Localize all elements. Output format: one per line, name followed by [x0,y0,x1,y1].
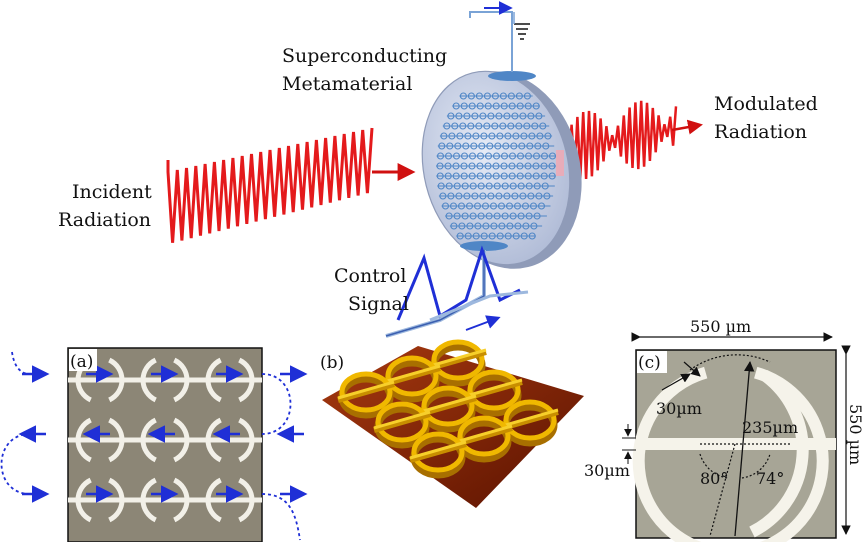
split-ring-cell [140,477,190,523]
panel-c-radius-label: 235µm [742,418,798,437]
transmitted-spot [556,150,564,176]
panel-c-label-bg [637,351,667,373]
modulated-label-2: Radiation [714,121,807,143]
pattern-row [437,142,555,150]
pattern-row [437,182,555,190]
pattern-row [452,102,540,110]
split-ring-cell [140,417,190,463]
gold-ring-cell [409,431,467,479]
pattern-row [446,112,546,120]
panel-a-label-bg [69,349,97,371]
panel-c-gap-label: 30µm [656,399,702,418]
panel-c-gap-arrow [683,361,701,377]
current-path [0,433,31,495]
pattern-row [436,162,556,170]
top-electrode [488,71,536,81]
incident-label-2: Radiation [58,209,151,231]
line-width-label: 30µm [584,461,630,480]
pattern-row [436,152,557,160]
metamaterial-label-1: Superconducting [282,45,447,67]
pattern-row [456,232,536,240]
panel-a-substrate [67,347,263,542]
pattern-row [441,202,551,210]
panel-a-current-flow [0,351,308,541]
pattern-row [439,132,553,140]
panel-b-cells [337,339,559,479]
panel-c-label: (c) [638,353,661,373]
incident-wave [166,127,374,243]
ground-icon [513,12,530,40]
panel-c-gap-arrow-2 [661,373,691,391]
modulated-wave [558,100,678,180]
split-ring-cell [205,357,255,403]
panel-c-ring-left [632,366,829,542]
current-path [11,351,31,375]
gold-ring-cell [337,371,395,419]
modulated-label-1: Modulated [714,93,818,115]
pattern-row [449,222,543,230]
panel-b: (b) [320,339,584,508]
panel-c-angle-right: 74° [756,469,784,488]
pattern-row [442,122,550,130]
control-label-2: Signal [348,293,409,315]
current-path [261,493,301,541]
panel-a: (a) [0,347,308,542]
metamaterial-pattern [436,92,557,240]
pattern-row [436,172,556,180]
split-ring-cell [205,477,255,523]
panel-c-angle-left: 80° [700,469,728,488]
split-ring-cell [75,417,125,463]
panel-c-radius-arrow [734,360,755,537]
pattern-row [459,92,533,100]
split-ring-cell [75,477,125,523]
split-ring-cell [140,357,190,403]
modulated-arrow [671,119,703,135]
ground-wire [469,1,513,72]
height-label: 550 µm [846,404,865,465]
panel-b-label: (b) [320,353,344,373]
pattern-row [445,212,547,220]
current-path [261,373,292,435]
metamaterial-label-2: Metamaterial [282,73,412,95]
panel-a-label: (a) [70,352,93,372]
panel-c: (c) 30µm 235µm 80° 74° [632,349,837,542]
panel-c-ring-right [749,370,809,538]
panel-c-construction [689,354,790,537]
metamaterial-disk [421,70,582,269]
incident-label-1: Incident [72,181,152,203]
control-signal [385,245,529,338]
control-label-1: Control [334,265,406,287]
pattern-row [438,192,554,200]
gold-ring-cell [373,401,431,449]
split-ring-cell [205,417,255,463]
bottom-electrode [460,241,508,251]
width-label: 550 µm [690,317,751,336]
line-width-dimension [622,424,636,464]
